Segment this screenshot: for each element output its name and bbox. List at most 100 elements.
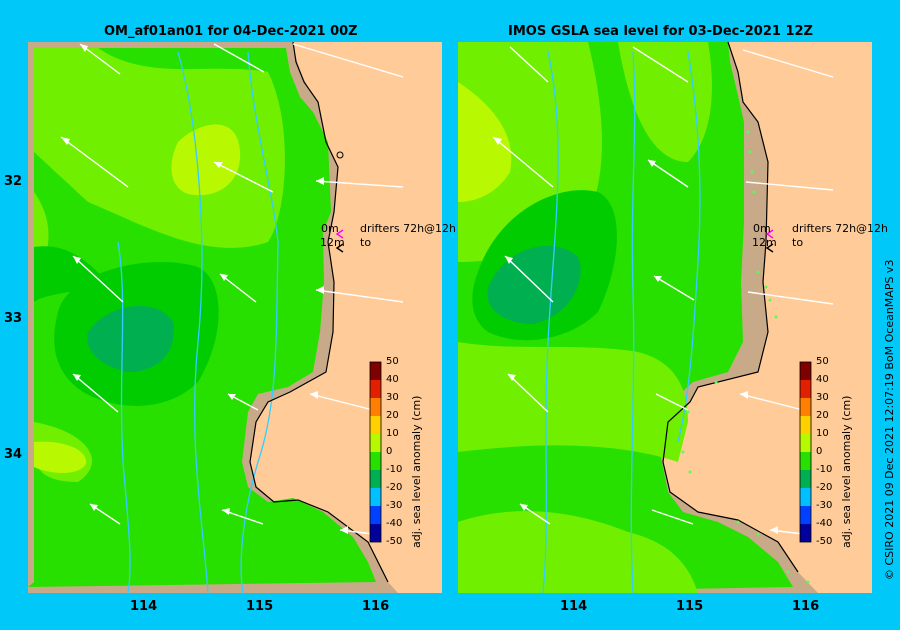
right-colorbar-tick: -40: [816, 518, 833, 529]
arrowhead: [493, 137, 502, 145]
drifter-point: [768, 298, 772, 302]
anomaly-high-west: [458, 82, 512, 202]
arrowhead: [740, 391, 748, 399]
current-arrow: [219, 273, 257, 303]
colorbar-segment: [800, 398, 811, 416]
current-arrow: [79, 43, 121, 75]
left-colorbar-tick: 40: [386, 374, 399, 385]
right-legend-to-label: to: [792, 236, 804, 249]
arrowhead: [222, 508, 230, 515]
arrowhead: [73, 256, 81, 264]
right-colorbar-tick: 50: [816, 356, 829, 367]
legend-arrow-12m: [335, 243, 344, 253]
right-longitude-label-115: 115: [676, 599, 704, 614]
arrowhead: [316, 177, 324, 185]
current-arrow: [653, 275, 695, 301]
colorbar-frame: [369, 361, 382, 543]
anomaly-10-20-south: [458, 342, 688, 462]
current-arrow: [509, 46, 549, 83]
drifter-point: [774, 315, 778, 319]
left-sea-level-map: [28, 42, 442, 593]
left-legend-to-label: to: [360, 236, 372, 249]
arrowhead: [770, 526, 778, 534]
coastline: [662, 42, 799, 573]
colorbar-segment: [800, 452, 811, 470]
left-colorbar-tick: 10: [386, 428, 399, 439]
current-arrow: [742, 49, 834, 78]
left-colorbar-tick: 0: [386, 446, 393, 457]
anomaly-10-20-north: [618, 42, 712, 162]
arrowhead: [508, 374, 516, 381]
current-arrow: [309, 393, 374, 411]
right-colorbar-tick: 30: [816, 392, 829, 403]
left-colorbar-tick: 20: [386, 410, 399, 421]
arrowhead: [61, 137, 70, 145]
current-arrow: [315, 180, 404, 188]
right-colorbar-tick: 0: [816, 446, 823, 457]
colorbar-segment: [370, 470, 381, 488]
current-arrow: [745, 181, 834, 191]
arrowhead: [73, 374, 81, 381]
colorbar-segment: [370, 506, 381, 524]
right-legend-drifters-label: drifters 72h@12h: [792, 222, 889, 235]
colorbar-segment: [370, 362, 381, 380]
credit-text: © CSIRO 2021 09 Dec 2021 12:07:19 BoM Oc…: [883, 259, 896, 580]
current-vectors: [492, 46, 834, 535]
current-arrow: [507, 373, 549, 413]
arrowhead: [220, 274, 228, 281]
anomaly-low-center: [487, 245, 581, 324]
legend-arrow-0m: [335, 229, 344, 239]
right-colorbar-tick: 10: [816, 428, 829, 439]
colorbar-segment: [800, 524, 811, 542]
left-longitude-label-116: 116: [362, 599, 390, 614]
drifter-point: [806, 580, 810, 584]
legend-arrow-12m: [765, 243, 774, 253]
right-sea-level-map: [458, 42, 872, 593]
colorbar-segment: [370, 398, 381, 416]
drifter-track: [681, 130, 810, 584]
drifter-point: [756, 270, 760, 274]
arrowhead: [228, 394, 236, 400]
left-colorbar-tick: -10: [386, 464, 403, 475]
coastline: [249, 42, 389, 583]
bathymetry-contour-3: [677, 51, 701, 443]
colorbar-segment: [370, 416, 381, 434]
bathymetry-contour-1: [542, 51, 559, 593]
colorbar-frame: [799, 361, 812, 543]
colorbar-segment: [800, 434, 811, 452]
current-arrow: [213, 43, 265, 73]
left-colorbar-tick: 30: [386, 392, 399, 403]
right-longitude-label-116: 116: [792, 599, 820, 614]
station-marker: [336, 151, 344, 159]
current-arrow: [504, 255, 554, 303]
left-longitude-label-115: 115: [246, 599, 274, 614]
arrowhead: [648, 160, 656, 167]
arrowhead: [80, 44, 88, 52]
left-colorbar-tick: -40: [386, 518, 403, 529]
bathymetry-contour-2: [630, 51, 636, 593]
anomaly-negative-west: [34, 246, 108, 302]
drifter-point: [714, 380, 718, 384]
current-arrow: [292, 43, 404, 78]
drifter-point: [764, 285, 768, 289]
arrowhead: [654, 276, 662, 282]
drifter-point: [752, 190, 756, 194]
current-arrow: [647, 159, 689, 188]
colorbar-segment: [370, 452, 381, 470]
colorbar: [799, 361, 812, 543]
current-arrow: [492, 136, 554, 188]
current-arrow: [213, 161, 274, 193]
right-colorbar-title: adj. sea level anomaly (cm): [840, 395, 853, 548]
drifter-point: [746, 130, 750, 134]
drifter-point: [688, 470, 692, 474]
colorbar-segment: [800, 416, 811, 434]
drifter-point: [750, 170, 754, 174]
left-legend-depth-0m: 0m: [321, 222, 339, 235]
current-arrow: [747, 291, 834, 305]
colorbar-segment: [370, 380, 381, 398]
left-colorbar-tick: -20: [386, 482, 403, 493]
current-arrow: [651, 509, 694, 525]
current-arrowheads: [493, 137, 778, 534]
right-colorbar-tick: -50: [816, 536, 833, 547]
current-arrow: [739, 393, 804, 411]
